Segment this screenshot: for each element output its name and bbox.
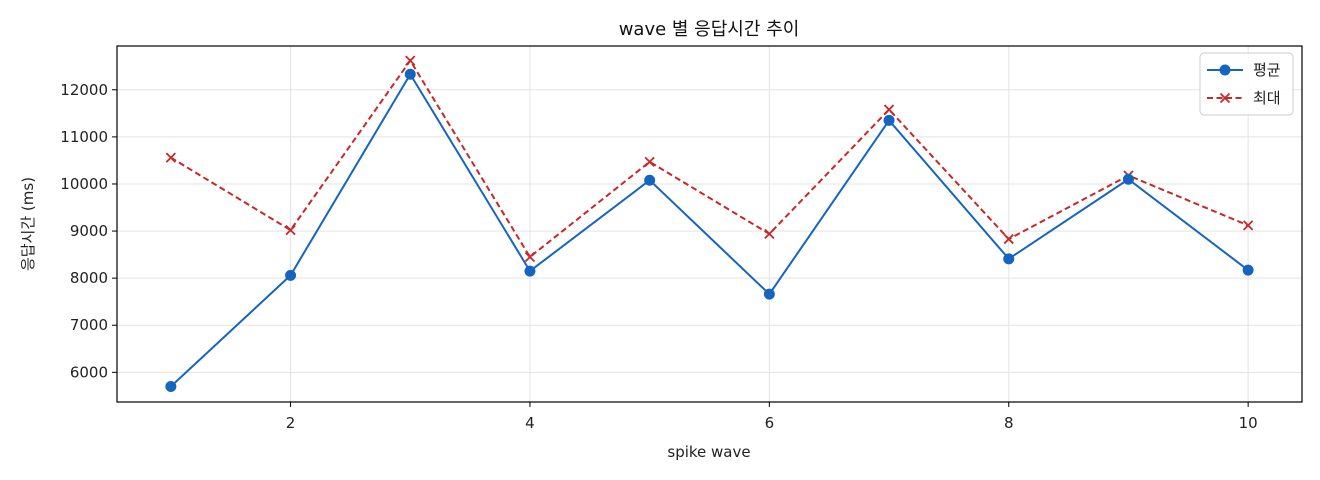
data-point-max: [764, 228, 775, 240]
x-tick-label: 2: [286, 414, 296, 432]
data-point-avg: [1242, 264, 1254, 276]
y-axis-ticks: 6000 7000 8000 9000 10000 11000 12000: [60, 81, 117, 381]
x-axis-ticks: 2 4 6 8 10: [286, 402, 1258, 432]
y-tick-label: 10000: [60, 175, 108, 193]
data-point-avg: [404, 68, 416, 80]
y-tick-label: 7000: [70, 316, 108, 334]
data-point-avg: [524, 265, 536, 277]
series-group: [165, 55, 1254, 392]
plot-area-frame: [116, 45, 1303, 403]
data-point-avg: [763, 288, 775, 300]
legend-marker-avg: [1219, 64, 1231, 76]
series-line-avg: [170, 72, 1249, 388]
y-tick-label: 12000: [60, 81, 108, 99]
x-tick-label: 4: [525, 414, 535, 432]
legend-label-avg: 평균: [1253, 61, 1281, 79]
data-point-avg: [1122, 173, 1134, 185]
data-point-avg: [644, 174, 656, 186]
series-avg: [165, 68, 1254, 392]
chart-title: wave 별 응답시간 추이: [619, 19, 800, 40]
data-point-max: [1243, 220, 1254, 231]
y-tick-label: 11000: [60, 128, 108, 146]
data-point-max: [524, 251, 536, 263]
data-point-max: [883, 104, 895, 115]
data-point-max: [165, 152, 177, 163]
x-tick-label: 10: [1239, 414, 1258, 432]
y-axis-label: 응답시간 (ms): [19, 177, 37, 271]
data-point-avg: [883, 114, 895, 126]
legend-marker-max: [1219, 92, 1231, 104]
data-point-avg: [1003, 253, 1015, 265]
legend-label-max: 최대: [1253, 89, 1281, 107]
grid-lines: [117, 46, 1302, 402]
data-point-avg: [165, 380, 177, 392]
y-tick-label: 8000: [70, 269, 108, 287]
series-max: [165, 55, 1254, 263]
x-axis-label: spike wave: [667, 443, 750, 461]
data-point-avg: [285, 269, 297, 281]
data-point-max: [405, 55, 416, 66]
x-tick-label: 6: [765, 414, 775, 432]
y-tick-label: 9000: [70, 222, 108, 240]
data-point-max: [644, 156, 655, 167]
data-point-max: [285, 224, 296, 236]
y-tick-label: 6000: [70, 363, 108, 381]
data-point-max: [1003, 233, 1014, 245]
x-tick-label: 8: [1004, 414, 1014, 432]
series-line-max: [170, 58, 1249, 259]
